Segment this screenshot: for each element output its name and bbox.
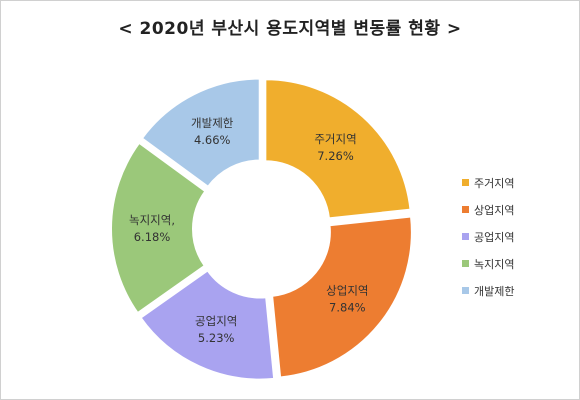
- slice-value-label: 7.26%: [317, 149, 354, 163]
- slice-value-label: 4.66%: [194, 133, 231, 147]
- slice-value-label: 7.84%: [329, 300, 366, 314]
- legend-item: 녹지지역: [462, 250, 514, 277]
- slice-category-label: 상업지역: [326, 283, 368, 297]
- slice-1: [264, 78, 412, 220]
- slice-4: [110, 141, 207, 315]
- slice-category-label: 녹지지역,: [129, 213, 175, 227]
- slice-value-label: 5.23%: [198, 331, 235, 345]
- slice-category-label: 공업지역: [195, 314, 237, 328]
- slice-category-label: 주거지역: [314, 132, 356, 146]
- slice-2: [271, 215, 413, 379]
- legend-label: 개발제한: [474, 284, 515, 298]
- chart-title: < 2020년 부산시 용도지역별 변동률 현황 >: [118, 19, 462, 39]
- legend-swatch: [462, 206, 469, 213]
- slice-3: [139, 269, 276, 381]
- legend-swatch: [462, 287, 469, 294]
- legend-item: 상업지역: [462, 196, 514, 223]
- slice-value-label: 6.18%: [134, 230, 171, 244]
- slice-5: [140, 77, 261, 189]
- slice-category-label: 개발제한: [191, 116, 234, 130]
- legend-item: 개발제한: [462, 277, 514, 304]
- legend-swatch: [462, 260, 469, 267]
- legend-label: 공업지역: [474, 230, 515, 244]
- legend-item: 공업지역: [462, 223, 514, 250]
- legend-label: 주거지역: [474, 176, 515, 190]
- legend-label: 녹지지역: [474, 257, 515, 271]
- legend-label: 상업지역: [474, 203, 515, 217]
- legend-swatch: [462, 233, 469, 240]
- legend-item: 주거지역: [462, 169, 514, 196]
- legend-swatch: [462, 179, 469, 186]
